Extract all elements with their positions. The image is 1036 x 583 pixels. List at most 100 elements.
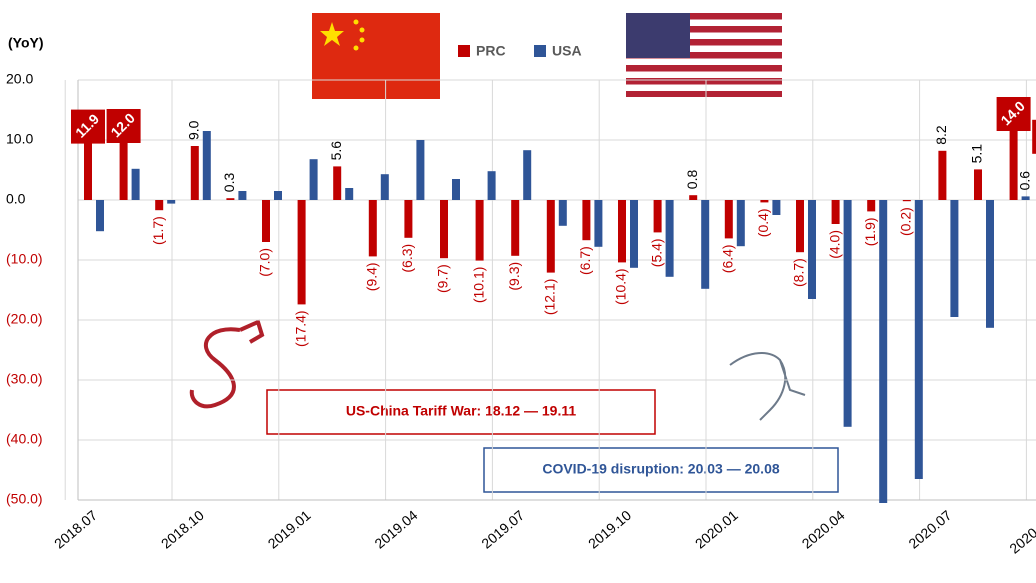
value-label: (9.4) bbox=[364, 262, 380, 291]
bar bbox=[131, 168, 140, 200]
bar bbox=[297, 200, 306, 305]
annotation-box bbox=[266, 389, 656, 435]
value-label: 0.6 bbox=[1016, 171, 1032, 191]
x-tick-label: 2020.10p bbox=[1006, 507, 1036, 557]
bar bbox=[96, 200, 104, 232]
value-label: 12.0 bbox=[106, 109, 141, 143]
value-label: 11.9 bbox=[71, 109, 105, 144]
value-label: 14.0 bbox=[996, 97, 1031, 131]
bar bbox=[167, 200, 176, 204]
bar bbox=[1009, 116, 1018, 200]
x-tick-label: 2020.04 bbox=[799, 507, 848, 552]
bar bbox=[843, 200, 852, 427]
bar bbox=[736, 200, 745, 247]
bar bbox=[665, 200, 674, 277]
value-label: (0.2) bbox=[898, 207, 914, 236]
bar bbox=[1021, 196, 1030, 200]
bar bbox=[867, 200, 876, 212]
value-label: (9.3) bbox=[506, 262, 522, 291]
legend-swatch bbox=[534, 45, 546, 57]
value-label: (6.4) bbox=[720, 244, 736, 273]
bar bbox=[808, 200, 816, 299]
label-diamond bbox=[996, 97, 1031, 131]
value-label: (17.4) bbox=[292, 310, 308, 347]
bar bbox=[84, 128, 92, 200]
value-label: (5.4) bbox=[648, 238, 664, 267]
y-tick-label: (20.0) bbox=[6, 311, 43, 327]
bar bbox=[772, 200, 781, 215]
bar bbox=[879, 200, 888, 503]
x-tick-label: 2020.07 bbox=[905, 507, 954, 552]
bar bbox=[938, 150, 947, 200]
value-label: (1.7) bbox=[150, 216, 166, 245]
x-tick-label: 2018.10 bbox=[158, 507, 207, 552]
bar bbox=[796, 200, 804, 253]
bar bbox=[190, 146, 199, 200]
value-label: 8.2 bbox=[933, 125, 949, 145]
bar bbox=[582, 200, 591, 241]
bar bbox=[950, 200, 959, 317]
x-tick-label: 2020.01 bbox=[692, 507, 741, 552]
x-tick-label: 2019.10 bbox=[585, 507, 634, 552]
bar bbox=[155, 200, 164, 211]
value-label: 5.1 bbox=[969, 144, 985, 164]
annotation: COVID-19 disruption: 20.03 — 20.08 bbox=[542, 461, 780, 477]
label-diamond bbox=[106, 109, 141, 143]
y-tick-label: (10.0) bbox=[6, 251, 43, 267]
bar bbox=[226, 198, 235, 200]
bar bbox=[724, 200, 733, 239]
usa-flag bbox=[626, 13, 782, 97]
value-label: (1.9) bbox=[862, 217, 878, 246]
bar bbox=[345, 188, 354, 200]
bar bbox=[831, 200, 840, 224]
bar bbox=[202, 131, 211, 200]
bar bbox=[653, 200, 662, 233]
x-tick-label: 2019.04 bbox=[371, 507, 420, 552]
bar bbox=[333, 166, 342, 200]
bar bbox=[119, 128, 128, 200]
bar bbox=[902, 200, 911, 202]
value-label: (9.7) bbox=[435, 264, 451, 293]
bar bbox=[974, 169, 982, 200]
value-label: (7.0) bbox=[257, 248, 273, 277]
annotation-box bbox=[483, 447, 839, 493]
bar bbox=[475, 200, 484, 261]
y-axis-label: (YoY) bbox=[8, 35, 44, 51]
label-diamond bbox=[71, 109, 105, 144]
y-tick-label: (40.0) bbox=[6, 431, 43, 447]
y-tick-label: (30.0) bbox=[6, 371, 43, 387]
bar bbox=[262, 200, 270, 242]
value-label: 5.6 bbox=[328, 141, 344, 161]
bar bbox=[914, 200, 923, 479]
value-label: 0.8 bbox=[684, 170, 700, 190]
bar bbox=[618, 200, 626, 263]
legend-swatch bbox=[458, 45, 470, 57]
bar bbox=[760, 200, 769, 203]
y-tick-label: 20.0 bbox=[6, 71, 33, 87]
bar bbox=[689, 195, 698, 200]
bar bbox=[404, 200, 413, 238]
label-diamond bbox=[1032, 119, 1036, 154]
bar bbox=[452, 179, 460, 200]
value-label: (8.7) bbox=[791, 258, 807, 287]
x-tick-label: 2019.01 bbox=[265, 507, 314, 552]
legend-label: USA bbox=[552, 43, 582, 59]
value-label: 9.0 bbox=[186, 120, 202, 140]
legend-label: PRC bbox=[476, 43, 506, 59]
value-label: (12.1) bbox=[542, 279, 558, 316]
y-tick-label: (50.0) bbox=[6, 491, 43, 507]
dragon-icon bbox=[189, 319, 265, 409]
bar bbox=[309, 159, 318, 200]
value-label: (10.1) bbox=[470, 267, 486, 304]
bar bbox=[380, 174, 389, 200]
bar bbox=[274, 191, 282, 200]
bar bbox=[487, 171, 496, 200]
bar bbox=[238, 191, 247, 200]
bar bbox=[368, 200, 377, 257]
x-tick-label: 2019.07 bbox=[478, 507, 527, 552]
value-label: 10.2 bbox=[1032, 119, 1036, 154]
bar bbox=[511, 200, 520, 256]
value-label: (6.3) bbox=[399, 244, 415, 273]
bar bbox=[523, 150, 532, 200]
x-tick-label: 2018.07 bbox=[51, 507, 100, 552]
